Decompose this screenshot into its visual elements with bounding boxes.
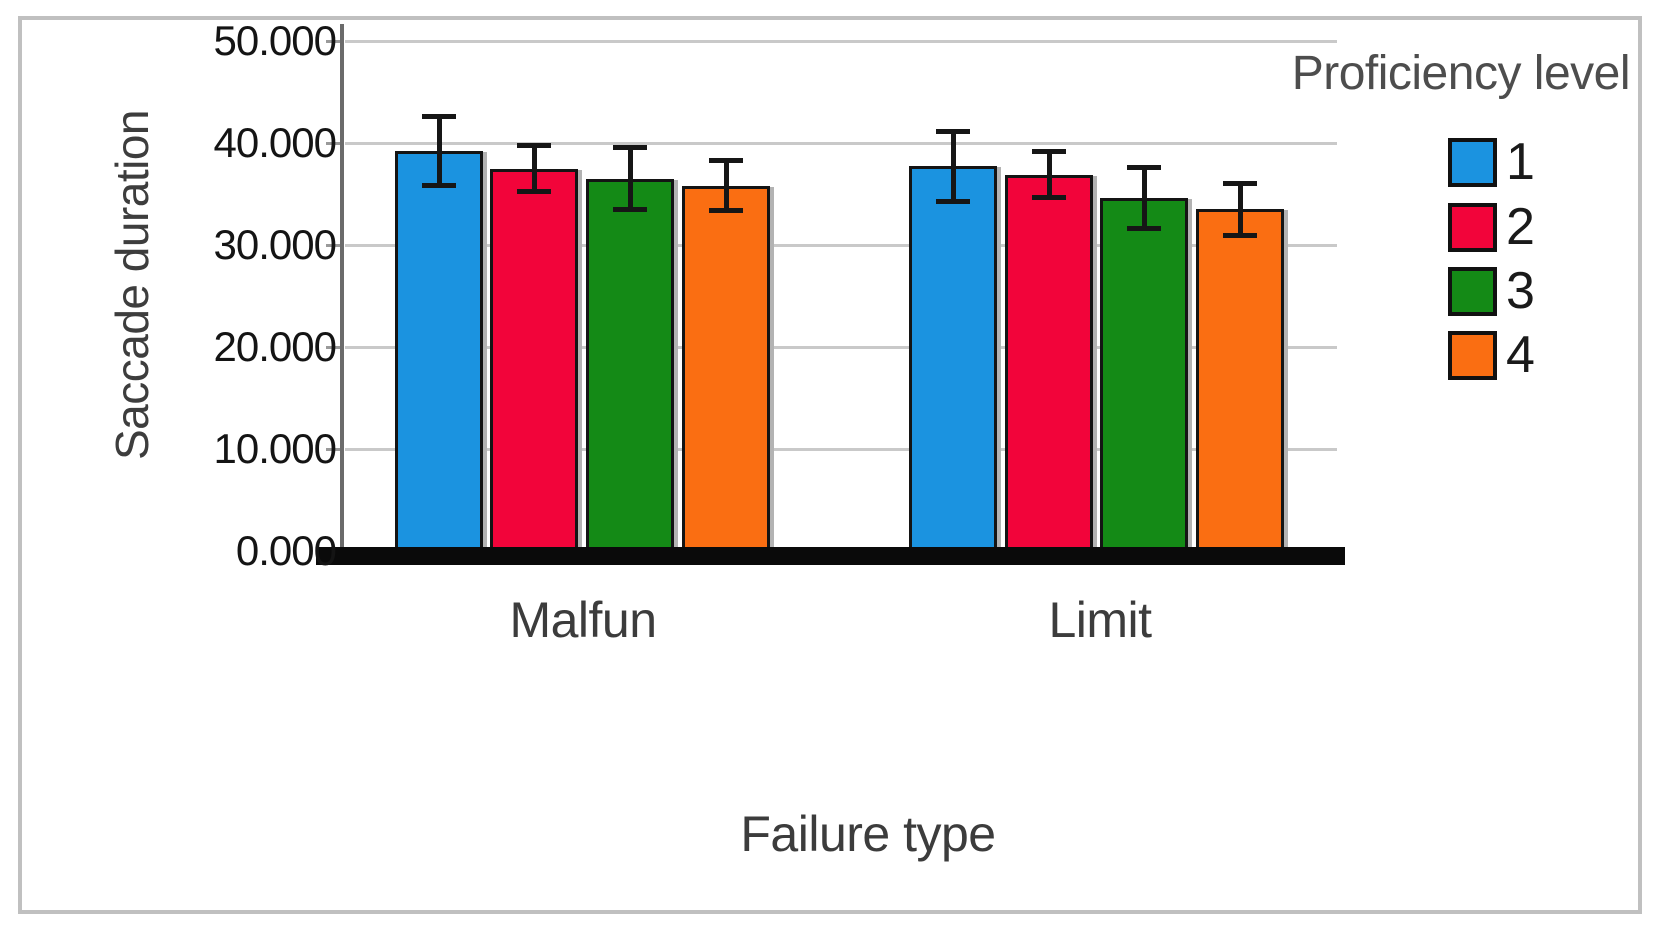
bar — [1005, 174, 1093, 551]
legend-item-label: 4 — [1506, 326, 1535, 384]
gridline — [345, 244, 1337, 247]
legend-swatch — [1448, 203, 1497, 252]
y-tick-mark — [326, 244, 344, 247]
y-tick-label: 10.000 — [213, 425, 337, 472]
x-axis-title: Failure type — [740, 806, 996, 862]
y-axis-title: Saccade duration — [106, 109, 158, 461]
error-bar-stem — [1141, 167, 1147, 229]
error-bar-bottom-cap — [517, 188, 551, 194]
error-bar — [1032, 149, 1066, 201]
gridline — [345, 448, 1337, 451]
error-bar-stem — [1237, 182, 1243, 236]
error-bar — [936, 128, 970, 205]
error-bar-bottom-cap — [422, 182, 456, 188]
error-bar-stem — [531, 145, 537, 192]
y-tick-label: 50.000 — [213, 17, 337, 64]
legend-swatch — [1448, 267, 1497, 316]
y-tick-mark — [326, 142, 344, 145]
y-tick-mark — [326, 40, 344, 43]
y-tick-label: 40.000 — [213, 119, 337, 166]
error-bar-bottom-cap — [1032, 195, 1066, 201]
error-bar — [517, 143, 551, 194]
bar — [909, 166, 997, 551]
error-bar-stem — [950, 130, 956, 203]
error-bar — [1127, 165, 1161, 231]
error-bar-bottom-cap — [936, 199, 970, 205]
bar — [682, 185, 770, 551]
error-bar-bottom-cap — [1223, 232, 1257, 238]
x-axis-baseline — [316, 547, 1345, 565]
error-bar-bottom-cap — [1127, 225, 1161, 231]
category-label: Malfun — [509, 592, 657, 648]
bar — [1196, 209, 1284, 551]
error-bar-top-cap — [1223, 180, 1257, 186]
error-bar-stem — [1046, 151, 1052, 199]
error-bar-top-cap — [1127, 165, 1161, 171]
error-bar-bottom-cap — [709, 208, 743, 214]
error-bar-top-cap — [517, 143, 551, 149]
error-bar-top-cap — [1032, 149, 1066, 155]
y-tick-label: 20.000 — [213, 323, 337, 370]
bar — [395, 151, 483, 551]
chart-frame — [18, 16, 1642, 914]
error-bar-stem — [436, 116, 442, 186]
gridline — [345, 40, 1337, 43]
bar — [490, 168, 578, 551]
error-bar — [1223, 180, 1257, 238]
legend-swatch — [1448, 331, 1497, 380]
legend-title: Proficiency level — [1291, 47, 1631, 100]
error-bar — [422, 114, 456, 188]
y-tick-mark — [326, 346, 344, 349]
category-label: Limit — [1048, 592, 1152, 648]
y-axis-line — [340, 24, 344, 551]
error-bar-top-cap — [936, 128, 970, 134]
error-bar-stem — [723, 160, 729, 212]
error-bar-top-cap — [422, 114, 456, 120]
legend-item-label: 2 — [1506, 198, 1535, 256]
error-bar-stem — [627, 147, 633, 211]
legend-item-label: 3 — [1506, 262, 1535, 320]
gridline — [345, 346, 1337, 349]
legend-item-label: 1 — [1506, 133, 1535, 191]
legend-swatch — [1448, 138, 1497, 187]
y-tick-label: 0.000 — [235, 527, 337, 574]
error-bar-top-cap — [613, 145, 647, 151]
error-bar — [709, 158, 743, 214]
bar — [1100, 198, 1188, 551]
error-bar-top-cap — [709, 158, 743, 164]
bar — [586, 178, 674, 551]
y-tick-mark — [326, 448, 344, 451]
y-tick-label: 30.000 — [213, 221, 337, 268]
error-bar — [613, 145, 647, 213]
error-bar-bottom-cap — [613, 207, 647, 213]
gridline — [345, 142, 1337, 145]
